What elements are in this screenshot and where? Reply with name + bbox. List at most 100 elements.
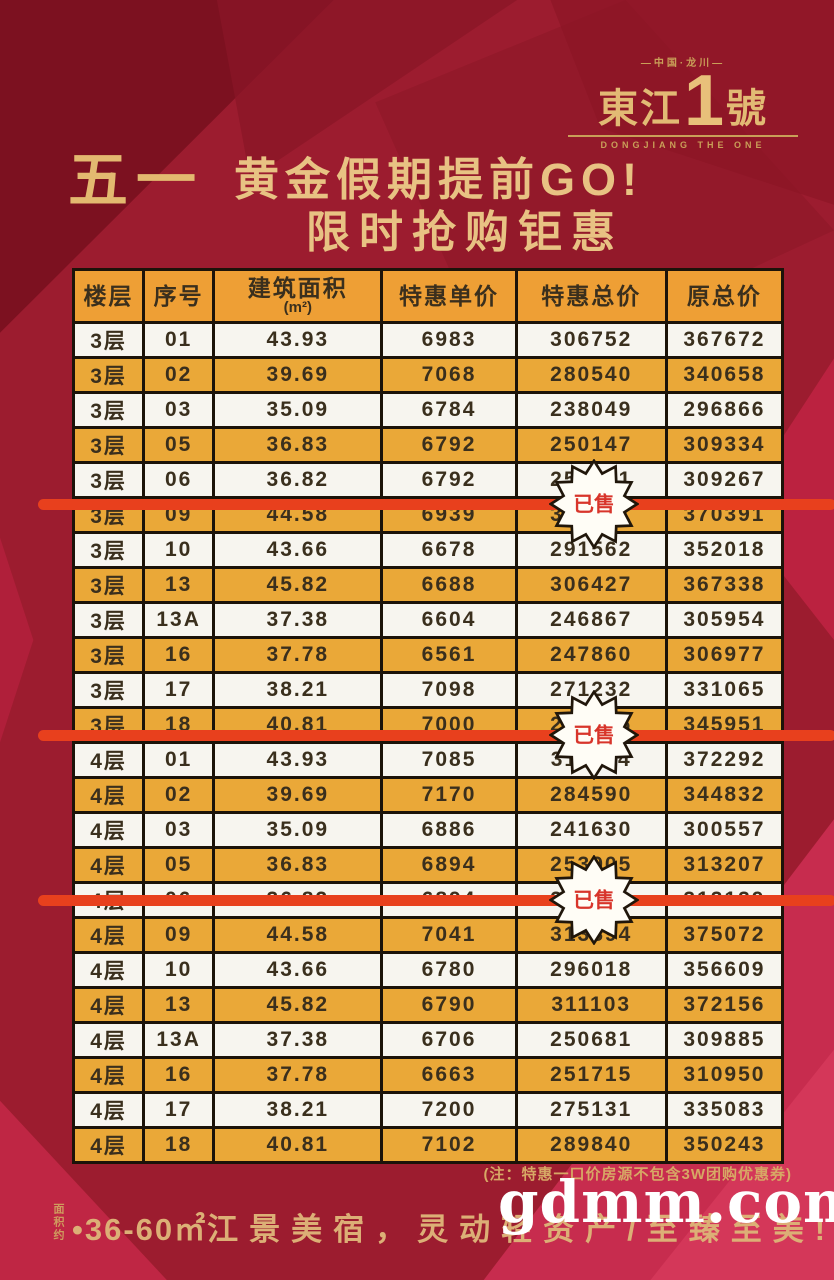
cell-floor: 4层 (71, 986, 146, 1024)
cell-unit: 01 (142, 741, 216, 779)
cell-floor: 3层 (71, 321, 146, 359)
cell-original: 350243 (664, 1126, 785, 1164)
table-row: 4层 17 38.21 7200 275131 335083 (71, 1091, 785, 1129)
cell-area: 43.93 (212, 741, 384, 779)
cell-area: 37.38 (212, 1021, 384, 1059)
cell-price: 6939 (380, 496, 518, 534)
cell-original: 344832 (664, 776, 785, 814)
cell-floor: 3层 (71, 356, 146, 394)
cell-area: 37.38 (212, 601, 384, 639)
cell-floor: 4层 (71, 846, 146, 884)
cell-area: 38.21 (212, 1091, 384, 1129)
table-row: 3层 16 37.78 6561 247860 306977 (71, 636, 785, 674)
cell-total: 309341 (514, 496, 668, 534)
table-row: 4层 16 37.78 6663 251715 310950 (71, 1056, 785, 1094)
cell-original: 352018 (664, 531, 785, 569)
cell-floor: 3层 (71, 601, 146, 639)
cell-floor: 4层 (71, 1091, 146, 1129)
cell-floor: 4层 (71, 881, 146, 919)
cell-floor: 3层 (71, 391, 146, 429)
cell-original: 309334 (664, 426, 785, 464)
footer-text: •36-60㎡江景美宿，灵动轻资产/至臻至美! (72, 1204, 834, 1249)
cell-floor: 4层 (71, 776, 146, 814)
cell-area: 44.58 (212, 496, 384, 534)
cell-price: 6792 (380, 426, 518, 464)
cell-floor: 3层 (71, 531, 146, 569)
cell-area: 39.69 (212, 776, 384, 814)
cell-unit: 16 (142, 636, 216, 674)
cell-area: 35.09 (212, 391, 384, 429)
table-row: 4层 03 35.09 6886 241630 300557 (71, 811, 785, 849)
cell-floor: 4层 (71, 1056, 146, 1094)
cell-original: 340658 (664, 356, 785, 394)
cell-original: 313207 (664, 846, 785, 884)
title-highlight: 五一 (68, 147, 204, 214)
cell-price: 6894 (380, 846, 518, 884)
cell-unit: 18 (142, 706, 216, 744)
table-row: 3层 17 38.21 7098 271232 331065 (71, 671, 785, 709)
cell-original: 309885 (664, 1021, 785, 1059)
cell-total: 250681 (514, 1021, 668, 1059)
cell-unit: 06 (142, 461, 216, 499)
cell-unit: 03 (142, 391, 216, 429)
table-row: 3层 13 45.82 6688 306427 367338 (71, 566, 785, 604)
cell-original: 367672 (664, 321, 785, 359)
cell-price: 6792 (380, 461, 518, 499)
cell-price: 7102 (380, 1126, 518, 1164)
price-table-body: 3层 01 43.93 6983 306752 367672 3层 02 39.69 7068 28… (71, 321, 785, 1164)
cell-area: 36.83 (212, 846, 384, 884)
cell-original: 356609 (664, 951, 785, 989)
cell-original: 372292 (664, 741, 785, 779)
footer-area-label: 面积约 (52, 1203, 64, 1242)
cell-price: 7041 (380, 916, 518, 954)
table-header-row: 楼层 序号 建筑面积 (m²) 特惠单价 特惠总价 原总价 (71, 268, 785, 324)
table-row: 3层 02 39.69 7068 280540 340658 (71, 356, 785, 394)
cell-floor: 3层 (71, 706, 146, 744)
cell-price: 7085 (380, 741, 518, 779)
cell-unit: 10 (142, 531, 216, 569)
cell-price: 6780 (380, 951, 518, 989)
cell-total: 250147 (514, 426, 668, 464)
cell-area: 36.82 (212, 881, 384, 919)
cell-floor: 4层 (71, 741, 146, 779)
cell-unit: 02 (142, 356, 216, 394)
cell-area: 36.83 (212, 426, 384, 464)
logo-name: 東江 1 號 (568, 65, 798, 137)
cell-price: 6706 (380, 1021, 518, 1059)
cell-total: 247860 (514, 636, 668, 674)
header-cell-floor: 楼层 (71, 268, 146, 324)
cell-unit: 17 (142, 671, 216, 709)
cell-unit: 13A (142, 601, 216, 639)
cell-price: 6784 (380, 391, 518, 429)
cell-total: 241630 (514, 811, 668, 849)
header-cell-price: 特惠单价 (380, 268, 518, 324)
cell-area: 36.82 (212, 461, 384, 499)
price-table-wrap: 楼层 序号 建筑面积 (m²) 特惠单价 特惠总价 原总价 3层 01 43.93 6… (38, 268, 834, 1164)
cell-price: 7068 (380, 356, 518, 394)
cell-unit: 03 (142, 811, 216, 849)
cell-area: 43.66 (212, 531, 384, 569)
cell-price: 7170 (380, 776, 518, 814)
header-cell-original: 原总价 (664, 268, 785, 324)
cell-total: 289840 (514, 1126, 668, 1164)
cell-unit: 10 (142, 951, 216, 989)
cell-area: 43.66 (212, 951, 384, 989)
cell-price: 6790 (380, 986, 518, 1024)
cell-floor: 3层 (71, 496, 146, 534)
cell-area: 40.81 (212, 1126, 384, 1164)
cell-area: 43.93 (212, 321, 384, 359)
cell-total: 251715 (514, 1056, 668, 1094)
cell-unit: 05 (142, 426, 216, 464)
cell-floor: 4层 (71, 1126, 146, 1164)
cell-original: 335083 (664, 1091, 785, 1129)
cell-total: 275131 (514, 1091, 668, 1129)
cell-original: 372156 (664, 986, 785, 1024)
cell-area: 40.81 (212, 706, 384, 744)
table-row: 3层 13A 37.38 6604 246867 305954 (71, 601, 785, 639)
cell-original: 367338 (664, 566, 785, 604)
header-area-unit: (m²) (283, 299, 312, 317)
cell-original: 306977 (664, 636, 785, 674)
header-area-label: 建筑面积 (247, 275, 348, 302)
cell-floor: 4层 (71, 1021, 146, 1059)
cell-total: 238049 (514, 391, 668, 429)
